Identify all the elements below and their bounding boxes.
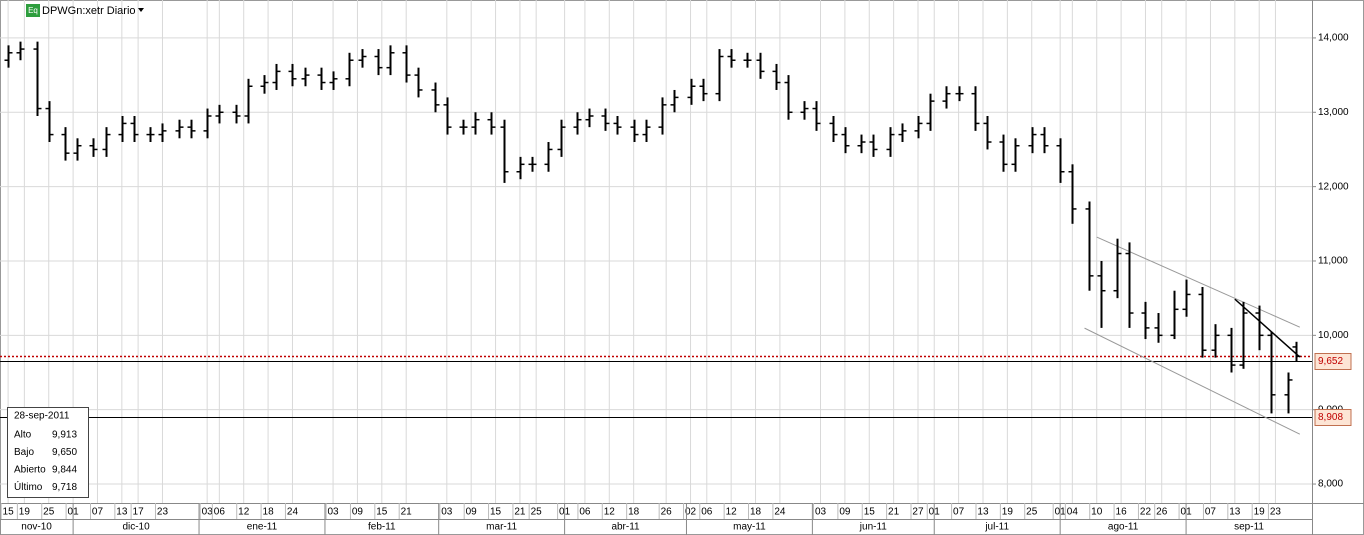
month-label: dic-10 <box>122 522 150 533</box>
x-tick-label: 16 <box>1116 507 1128 518</box>
month-label: jul-11 <box>984 522 1009 533</box>
month-label: may-11 <box>733 522 766 533</box>
x-tick-label: 06 <box>214 507 226 518</box>
info-value: 9,718 <box>52 482 77 493</box>
info-value: 9,650 <box>52 447 77 458</box>
info-key: Abierto <box>14 465 46 476</box>
x-tick-label: 21 <box>514 507 526 518</box>
info-value: 9,913 <box>52 430 77 441</box>
x-tick-label: 19 <box>1254 507 1266 518</box>
trendline <box>1234 298 1301 358</box>
x-tick-label: 18 <box>263 507 275 518</box>
x-tick-label: 15 <box>376 507 388 518</box>
x-tick-label: 02 <box>685 507 697 518</box>
x-tick-label: 09 <box>466 507 478 518</box>
x-tick-label: 13 <box>977 507 989 518</box>
y-tick-label: 11,000 <box>1318 256 1348 267</box>
x-tick-label: 15 <box>3 507 15 518</box>
x-tick-label: 18 <box>750 507 762 518</box>
x-tick-label: 18 <box>628 507 640 518</box>
month-label: mar-11 <box>486 522 517 533</box>
legend[interactable]: Eq DPWGn:xetr Diario <box>26 4 144 17</box>
y-tick-label: 13,000 <box>1318 107 1349 118</box>
y-tick-label: 14,000 <box>1318 33 1349 44</box>
x-tick-label: 15 <box>490 507 502 518</box>
x-tick-label: 24 <box>774 507 786 518</box>
marks <box>0 41 1312 435</box>
dropdown-arrow <box>138 8 144 12</box>
info-key: Último <box>14 480 43 493</box>
trendline <box>1096 236 1301 328</box>
x-tick-label: 10 <box>1091 507 1103 518</box>
x-tick-label: 06 <box>579 507 591 518</box>
month-label: abr-11 <box>611 522 640 533</box>
x-tick-label: 12 <box>238 507 250 518</box>
x-tick-label: 26 <box>1156 507 1168 518</box>
price-label: 9,652 <box>1318 356 1343 367</box>
x-tick-label: 27 <box>912 507 924 518</box>
info-key: Bajo <box>14 447 34 458</box>
x-tick-label: 03 <box>815 507 827 518</box>
x-tick-label: 12 <box>604 507 616 518</box>
info-frame <box>7 407 89 498</box>
x-tick-label: 03 <box>441 507 453 518</box>
x-tick-label: 25 <box>43 507 55 518</box>
x-tick-label: 13 <box>1229 507 1241 518</box>
info-key: Alto <box>14 430 32 441</box>
x-tick-label: 25 <box>1026 507 1038 518</box>
x-tick-label: 26 <box>661 507 673 518</box>
x-tick-label: 09 <box>352 507 364 518</box>
x-tick-label: 04 <box>1067 507 1079 518</box>
x-tick-label: 25 <box>531 507 543 518</box>
x-tick-label: 19 <box>19 507 31 518</box>
x-tick-label: 07 <box>1205 507 1217 518</box>
month-label: sep-11 <box>1234 522 1264 533</box>
month-label: ene-11 <box>247 522 278 533</box>
y-tick-label: 10,000 <box>1318 330 1349 341</box>
x-tick-label: 03 <box>328 507 340 518</box>
info-value: 9,844 <box>52 465 77 476</box>
info-box: 28-sep-2011 Alto 9,913 Bajo 9,650 Abierto 9,84… <box>7 407 89 498</box>
price-label-box <box>1314 353 1352 370</box>
badge-box <box>26 4 40 17</box>
info-date: 28-sep-2011 <box>14 411 70 422</box>
price-label-box <box>1314 409 1352 426</box>
x-tick-label: 21 <box>401 507 413 518</box>
x-tick-label: 07 <box>953 507 965 518</box>
x-tick-label: 23 <box>157 507 169 518</box>
x-tick-label: 23 <box>1270 507 1282 518</box>
price-label: 8,908 <box>1318 412 1343 423</box>
y-tick-label: 8,000 <box>1318 479 1343 490</box>
x-tick-label: 07 <box>92 507 104 518</box>
x-tick-label: 15 <box>864 507 876 518</box>
x-tick-label: 21 <box>888 507 900 518</box>
month-label: jun-11 <box>859 522 887 533</box>
badge: Eq <box>28 6 38 15</box>
x-tick-label: 19 <box>1002 507 1014 518</box>
x-tick-label: 12 <box>726 507 738 518</box>
x-tick-label: 03 <box>202 507 214 518</box>
x-tick-label: 17 <box>133 507 145 518</box>
x-tick-label: 06 <box>701 507 713 518</box>
x-tick-label: 09 <box>839 507 851 518</box>
x-tick-label: 24 <box>287 507 299 518</box>
chart-title: DPWGn:xetr Diario <box>42 5 136 17</box>
month-label: ago-11 <box>1108 522 1139 533</box>
trendline <box>1084 327 1301 435</box>
month-label: feb-11 <box>368 522 396 533</box>
x-tick-label: 22 <box>1140 507 1152 518</box>
month-label: nov-10 <box>21 522 52 533</box>
x-tick-label: 13 <box>116 507 128 518</box>
y-tick-label: 12,000 <box>1318 181 1349 192</box>
